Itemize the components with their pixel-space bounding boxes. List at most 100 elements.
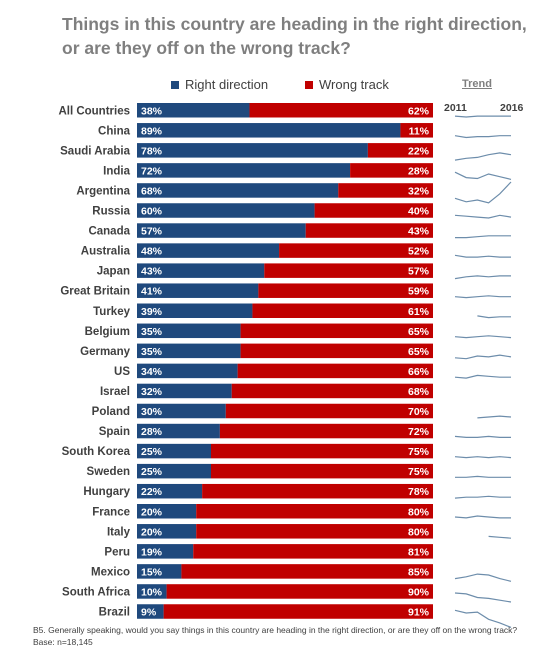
data-label-wrong-india: 28%	[408, 165, 430, 177]
bar-right-sweden	[137, 463, 211, 479]
bar-wrong-china	[400, 123, 433, 138]
bar-wrong-south-korea	[211, 443, 433, 459]
bar-wrong-us	[237, 363, 433, 379]
data-label-right-japan: 43%	[141, 266, 163, 278]
legend-label-wrong: Wrong track	[319, 77, 389, 92]
bar-right-peru	[137, 544, 194, 559]
data-label-right-great-britain: 41%	[141, 286, 163, 298]
data-label-right-germany: 35%	[141, 346, 163, 358]
trend-line-turkey	[477, 315, 511, 319]
data-label-wrong-great-britain: 59%	[408, 286, 430, 298]
data-label-wrong-us: 66%	[408, 366, 430, 378]
data-label-right-india: 72%	[141, 165, 163, 177]
category-label-us: US	[114, 366, 130, 378]
category-label-turkey: Turkey	[93, 306, 130, 318]
bar-wrong-saudi-arabia	[367, 143, 433, 158]
bar-right-spain	[137, 423, 220, 439]
trend-line-argentina	[454, 181, 512, 204]
bar-wrong-russia	[314, 203, 433, 218]
legend-wrong-track: Wrong track	[305, 77, 389, 92]
legend-label-right: Right direction	[185, 77, 269, 92]
bar-wrong-great-britain	[258, 283, 433, 298]
title-line-2: or are they off on the wrong track?	[62, 38, 351, 58]
bar-right-belgium	[137, 323, 241, 339]
data-label-wrong-argentina: 32%	[408, 185, 430, 197]
data-label-wrong-israel: 68%	[408, 386, 430, 398]
bar-wrong-turkey	[252, 303, 433, 318]
trend-line-spain	[454, 435, 511, 438]
category-label-russia: Russia	[92, 206, 130, 218]
bar-right-great-britain	[137, 283, 259, 298]
title-line-1: Things in this country are heading in th…	[62, 14, 527, 34]
category-label-italy: Italy	[107, 526, 131, 538]
data-label-wrong-canada: 43%	[408, 226, 430, 238]
data-label-wrong-all-countries: 62%	[408, 105, 430, 117]
bar-wrong-india	[350, 163, 433, 178]
data-label-wrong-mexico: 85%	[408, 566, 430, 578]
category-label-spain: Spain	[99, 426, 130, 438]
chart-title: Things in this country are heading in th…	[62, 12, 532, 60]
bar-wrong-south-africa	[166, 584, 433, 599]
trend-line-china	[454, 135, 511, 139]
category-label-south-korea: South Korea	[62, 446, 131, 458]
data-label-right-france: 20%	[141, 506, 163, 518]
data-label-right-belgium: 35%	[141, 326, 163, 338]
data-label-right-hungary: 22%	[141, 486, 163, 498]
category-label-australia: Australia	[81, 246, 131, 258]
bar-wrong-sweden	[211, 463, 433, 479]
bar-right-saudi-arabia	[137, 143, 368, 158]
bar-right-south-korea	[137, 443, 211, 459]
data-label-wrong-peru: 81%	[408, 546, 430, 558]
trend-line-mexico	[454, 573, 512, 582]
bar-wrong-poland	[225, 403, 433, 419]
trend-line-germany	[454, 354, 512, 360]
data-label-right-canada: 57%	[141, 226, 163, 238]
category-label-hungary: Hungary	[83, 486, 130, 498]
trend-line-russia	[454, 214, 512, 219]
trend-line-sweden	[455, 475, 511, 478]
bar-wrong-canada	[305, 223, 433, 238]
trend-line-hungary	[454, 495, 511, 499]
bar-right-india	[137, 163, 351, 178]
data-label-right-saudi-arabia: 78%	[141, 145, 163, 157]
data-label-right-argentina: 68%	[141, 185, 163, 197]
data-label-right-poland: 30%	[141, 406, 163, 418]
category-label-brazil: Brazil	[99, 607, 130, 619]
data-label-wrong-germany: 65%	[408, 346, 430, 358]
bar-wrong-germany	[240, 343, 433, 359]
data-label-wrong-italy: 80%	[408, 526, 430, 538]
data-label-wrong-south-korea: 75%	[408, 446, 430, 458]
category-label-japan: Japan	[97, 266, 130, 278]
bar-wrong-peru	[193, 544, 433, 559]
trend-line-japan	[454, 275, 511, 280]
category-label-south-africa: South Africa	[62, 586, 131, 598]
data-label-right-mexico: 15%	[141, 566, 163, 578]
trend-start-year: 2011	[444, 102, 467, 114]
category-label-india: India	[103, 165, 130, 177]
bar-wrong-hungary	[202, 483, 433, 499]
trend-header: Trend	[462, 78, 492, 90]
data-label-right-italy: 20%	[141, 526, 163, 538]
bar-wrong-all-countries	[249, 103, 433, 118]
bar-right-us	[137, 363, 238, 379]
data-label-right-south-africa: 10%	[141, 586, 163, 598]
bar-right-poland	[137, 403, 226, 419]
bar-right-south-africa	[137, 584, 167, 599]
category-label-argentina: Argentina	[76, 185, 130, 197]
data-label-right-sweden: 25%	[141, 466, 163, 478]
bar-right-china	[137, 123, 401, 138]
trend-line-poland	[477, 415, 512, 419]
trend-line-india	[454, 171, 512, 180]
data-label-right-all-countries: 38%	[141, 105, 163, 117]
bar-right-brazil	[137, 604, 164, 619]
category-label-saudi-arabia: Saudi Arabia	[60, 145, 130, 157]
legend-swatch-right	[171, 80, 179, 89]
trend-line-brazil	[454, 609, 512, 628]
category-label-france: France	[92, 506, 130, 518]
data-label-wrong-russia: 40%	[408, 206, 430, 218]
data-label-wrong-hungary: 78%	[408, 486, 430, 498]
bar-wrong-mexico	[181, 564, 433, 579]
data-label-wrong-france: 80%	[408, 506, 430, 518]
data-label-right-spain: 28%	[141, 426, 163, 438]
